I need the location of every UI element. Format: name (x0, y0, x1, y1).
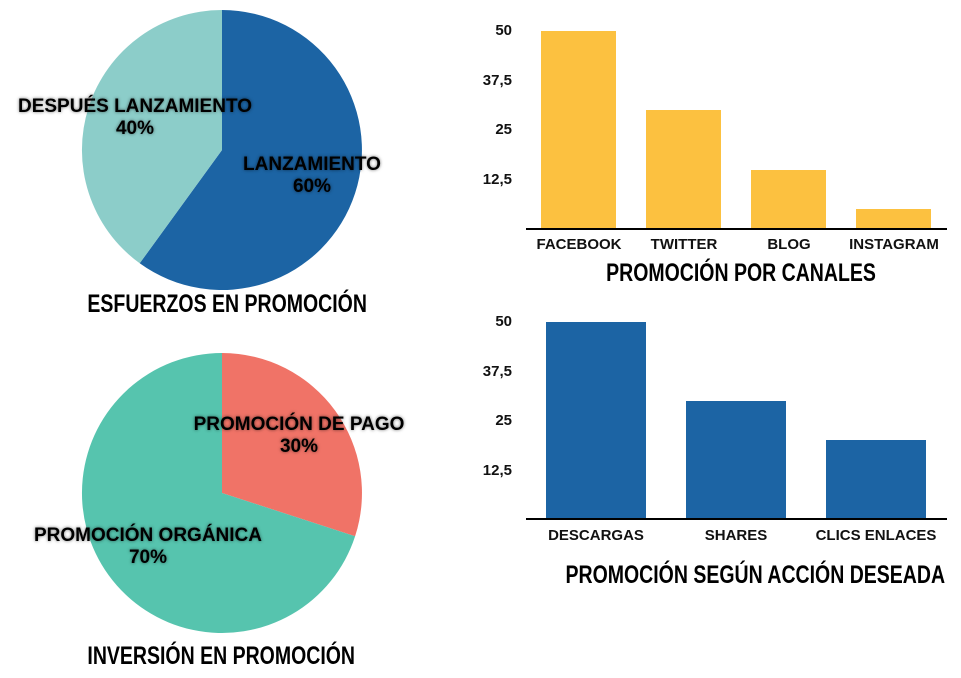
pie-label-organic: PROMOCIÓN ORGÁNICA 70% (20, 525, 276, 569)
pie-slice-launch (139, 10, 362, 290)
x-axis-line (526, 228, 947, 230)
x-label: CLICS ENLACES (815, 527, 937, 544)
bar-link-clicks (826, 440, 926, 519)
bar-downloads (546, 322, 646, 519)
y-tick: 25 (495, 121, 512, 138)
x-label: TWITTER (650, 236, 718, 253)
chart-title-pie2: INVERSIÓN EN PROMOCIÓN (87, 642, 356, 670)
y-tick: 37,5 (482, 72, 512, 89)
pie-slice-after-launch (81, 9, 222, 264)
slice-percent: 30% (279, 436, 319, 457)
x-label: SHARES (704, 527, 768, 544)
y-tick: 25 (495, 412, 512, 429)
x-label: FACEBOOK (536, 236, 622, 253)
x-label: BLOG (767, 236, 811, 253)
chart-title-pie1: ESFUERZOS EN PROMOCIÓN (87, 290, 367, 318)
y-tick: 12,5 (482, 171, 512, 188)
bar-instagram (856, 209, 931, 229)
chart-title-bar1: PROMOCIÓN POR CANALES (606, 259, 876, 287)
slice-name: LANZAMIENTO (243, 154, 381, 175)
chart-title-bar2: PROMOCIÓN SEGÚN ACCIÓN DESEADA (565, 561, 946, 589)
y-tick: 50 (495, 313, 512, 330)
y-tick: 37,5 (482, 363, 512, 380)
slice-percent: 40% (115, 118, 155, 139)
slice-name: PROMOCIÓN DE PAGO (193, 414, 405, 435)
slice-name: DESPUÉS LANZAMIENTO (17, 96, 252, 117)
bar-facebook (541, 31, 616, 229)
pie-slice-paid (222, 353, 362, 537)
y-tick: 50 (495, 22, 512, 39)
pie-slice-organic (81, 352, 356, 633)
slice-name: PROMOCIÓN ORGÁNICA (34, 525, 262, 546)
bar-blog (751, 170, 826, 229)
pie-label-after-launch: DESPUÉS LANZAMIENTO 40% (4, 96, 266, 140)
slice-percent: 70% (128, 547, 168, 568)
y-tick: 12,5 (482, 462, 512, 479)
bar-shares (686, 401, 786, 519)
x-label: INSTAGRAM (849, 236, 939, 253)
x-label: DESCARGAS (548, 527, 644, 544)
x-axis-line (526, 518, 947, 520)
pie-label-paid: PROMOCIÓN DE PAGO 30% (180, 414, 418, 458)
pie-label-launch: LANZAMIENTO 60% (234, 154, 390, 198)
bar-twitter (646, 110, 721, 229)
slice-percent: 60% (292, 176, 332, 197)
